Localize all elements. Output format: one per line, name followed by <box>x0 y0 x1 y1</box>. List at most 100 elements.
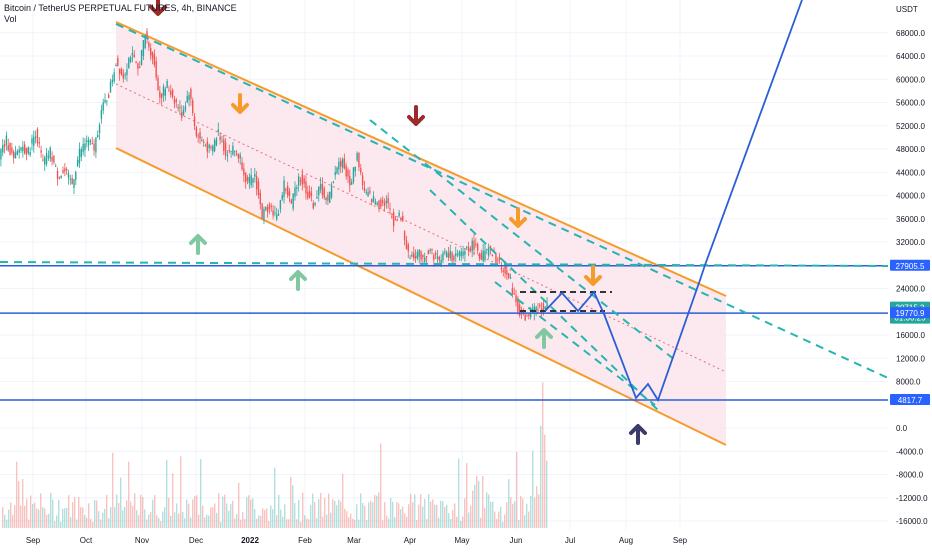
candle-body <box>449 250 451 259</box>
volume-bar <box>154 494 156 528</box>
candle-body <box>98 124 101 134</box>
price-label-badge[interactable] <box>890 307 930 319</box>
volume-bar <box>202 505 204 528</box>
volume-bar <box>252 498 254 528</box>
volume-bar <box>304 515 306 528</box>
volume-bar <box>408 504 410 528</box>
candle-body <box>16 150 19 155</box>
volume-bar <box>134 493 136 528</box>
volume-bar <box>266 508 268 528</box>
volume-bar <box>226 503 228 528</box>
candle-body <box>323 188 325 198</box>
candle-body <box>489 245 492 249</box>
candle-body <box>126 69 128 75</box>
candle-body <box>365 191 367 193</box>
volume-bar <box>106 494 108 528</box>
candle-body <box>184 106 187 110</box>
candle-body <box>287 186 289 196</box>
volume-bar <box>92 521 94 528</box>
candle-body <box>22 146 24 152</box>
volume-bar <box>474 484 476 528</box>
volume-bar <box>350 513 352 528</box>
candle-body <box>451 252 453 262</box>
candle-body <box>31 138 33 144</box>
y-tick-label: -8000.0 <box>896 471 924 480</box>
volume-bar <box>502 521 504 528</box>
candle-body <box>462 251 464 256</box>
volume-bar <box>86 517 88 528</box>
candle-body <box>350 181 353 185</box>
y-tick-label: 68000.0 <box>896 29 925 38</box>
candle-body <box>508 273 510 278</box>
x-tick-label: Aug <box>619 536 633 545</box>
teal-mid-2 <box>429 189 661 413</box>
price-label-badge[interactable] <box>890 259 930 271</box>
candle-body <box>118 68 121 74</box>
candle-body <box>69 178 72 180</box>
price-label-badge[interactable] <box>890 393 930 405</box>
up-arrow-icon <box>189 234 207 255</box>
candle-body <box>131 52 134 56</box>
volume-bar <box>54 521 56 528</box>
volume-bar <box>312 493 314 528</box>
candle-body <box>420 251 422 260</box>
candle-body <box>234 151 236 153</box>
channel-lower-line <box>115 147 727 446</box>
candle-body <box>458 251 461 257</box>
volume-bar <box>66 507 68 528</box>
candle-body <box>327 194 329 201</box>
volume-bar <box>172 473 174 528</box>
candle-body <box>424 257 426 262</box>
volume-bar <box>516 452 518 528</box>
candle-body <box>109 81 112 93</box>
candle-body <box>427 250 430 255</box>
volume-bar <box>284 504 286 528</box>
candle-body <box>193 116 196 126</box>
candle-body <box>117 57 119 67</box>
candle-body <box>133 54 135 58</box>
volume-bar <box>468 512 470 528</box>
volume-bar <box>534 497 536 528</box>
volume-bar <box>390 497 392 528</box>
volume-bar <box>488 494 490 528</box>
volume-bar <box>392 501 394 528</box>
volume-bar <box>24 505 26 528</box>
volume-bar <box>260 515 262 528</box>
volume-bar <box>532 450 534 528</box>
candle-body <box>455 253 457 257</box>
volume-bar <box>32 503 34 528</box>
x-tick-label: Nov <box>135 536 149 545</box>
candle-body <box>539 304 541 307</box>
candle-body <box>25 147 28 155</box>
candle-body <box>113 72 115 82</box>
candle-body <box>480 253 483 260</box>
candle-body <box>367 192 369 197</box>
volume-bar <box>526 503 528 528</box>
candle-body <box>321 183 324 196</box>
candle-body <box>166 81 168 88</box>
volume-bar <box>236 514 238 528</box>
candle-body <box>332 181 335 183</box>
candle-body <box>392 212 395 227</box>
candle-body <box>160 93 163 99</box>
candle-body <box>150 47 152 56</box>
candle-body <box>387 197 389 204</box>
arrow-head <box>149 5 167 16</box>
candle-body <box>40 150 42 153</box>
candle-body <box>102 102 104 111</box>
teal-mid-1 <box>369 119 676 361</box>
candle-body <box>212 145 214 152</box>
candle-body <box>341 159 344 168</box>
candle-body <box>142 40 145 56</box>
volume-bar <box>72 502 74 528</box>
volume-bar <box>316 518 318 528</box>
x-tick-label: Dec <box>189 536 203 545</box>
candle-body <box>528 314 530 317</box>
candle-body <box>447 253 450 258</box>
candle-body <box>414 255 417 259</box>
candle-body <box>283 180 285 198</box>
candle-body <box>518 304 521 316</box>
candle-body <box>58 177 61 179</box>
